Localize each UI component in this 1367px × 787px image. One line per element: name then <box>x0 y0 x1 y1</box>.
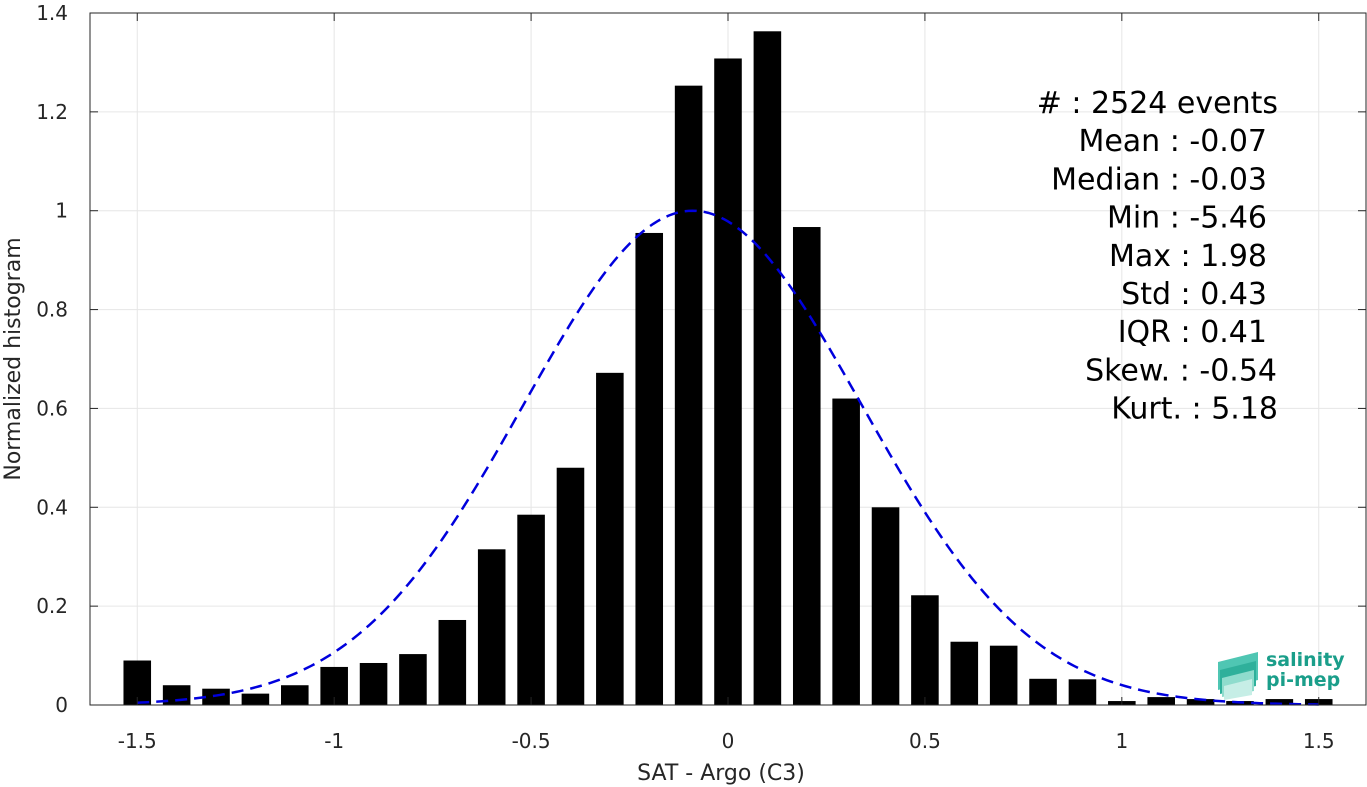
histogram-bar <box>714 58 742 705</box>
histogram-bar <box>832 398 860 705</box>
axis-ticks <box>90 12 1366 706</box>
histogram-bar <box>989 645 1018 705</box>
y-tick-label: 0 <box>55 693 68 717</box>
x-tick-label: -1.5 <box>118 729 157 753</box>
x-tick-labels: -1.5 -1 -0.5 0 0.5 1 1.5 <box>118 729 1335 753</box>
x-tick-label: -0.5 <box>512 729 551 753</box>
stat-line: Skew. : -0.54 <box>1085 353 1277 388</box>
stat-line: Median : -0.03 <box>1051 162 1267 197</box>
histogram-bar <box>556 467 585 705</box>
x-tick-label: 1.5 <box>1303 729 1335 753</box>
histogram-bar <box>792 227 821 706</box>
y-tick-label: 0.4 <box>36 495 68 519</box>
logo-waves-icon <box>1218 652 1258 700</box>
histogram-bar <box>1186 699 1215 705</box>
histogram-bar <box>438 619 467 705</box>
bar-series <box>123 31 1333 706</box>
y-axis-label: Normalized histogram <box>1 237 26 480</box>
histogram-bar <box>871 507 900 705</box>
histogram-bar <box>911 595 939 705</box>
x-axis-label: SAT - Argo (C3) <box>637 761 805 786</box>
x-tick-label: -1 <box>324 729 344 753</box>
y-tick-label: 0.2 <box>36 594 68 618</box>
y-tick-label: 0.6 <box>36 396 68 420</box>
y-tick-label: 1.2 <box>36 100 68 124</box>
stat-line: IQR : 0.41 <box>1118 315 1267 350</box>
y-tick-label: 1 <box>55 199 68 223</box>
histogram-bar <box>1265 699 1294 705</box>
stat-line: # : 2524 events <box>1037 86 1278 121</box>
x-tick-label: 1 <box>1115 729 1128 753</box>
histogram-bar <box>517 514 545 705</box>
histogram-bar <box>241 693 270 705</box>
y-tick-labels: 0 0.2 0.4 0.6 0.8 1 1.2 1.4 <box>36 1 68 717</box>
y-tick-label: 1.4 <box>36 1 68 25</box>
histogram-bar <box>753 31 782 705</box>
logo-line-2: pi-mep <box>1266 669 1340 691</box>
x-tick-label: 0.5 <box>909 729 941 753</box>
salinity-pi-mep-logo: salinity pi-mep <box>1218 649 1345 700</box>
histogram-bar <box>596 372 624 705</box>
histogram-bar <box>1029 678 1057 705</box>
histogram-bar <box>281 685 309 705</box>
histogram-bar <box>477 549 506 705</box>
stat-line: Kurt. : 5.18 <box>1111 392 1278 427</box>
x-tick-label: 0 <box>722 729 735 753</box>
histogram-bar <box>674 85 703 705</box>
stat-line: Mean : -0.07 <box>1078 124 1267 159</box>
y-tick-label: 0.8 <box>36 298 68 322</box>
histogram-bar <box>359 662 388 705</box>
histogram-bar <box>950 641 979 705</box>
stat-line: Max : 1.98 <box>1109 239 1267 274</box>
stat-line: Min : -5.46 <box>1107 201 1267 236</box>
stat-line: Std : 0.43 <box>1121 277 1267 312</box>
histogram-bar <box>399 654 427 705</box>
histogram-bar <box>202 688 230 705</box>
histogram-bar <box>635 232 664 705</box>
histogram-bar <box>1147 697 1175 705</box>
gaussian-fit-curve <box>137 209 1319 706</box>
logo-line-1: salinity <box>1266 649 1345 671</box>
histogram-bar <box>1068 679 1097 705</box>
